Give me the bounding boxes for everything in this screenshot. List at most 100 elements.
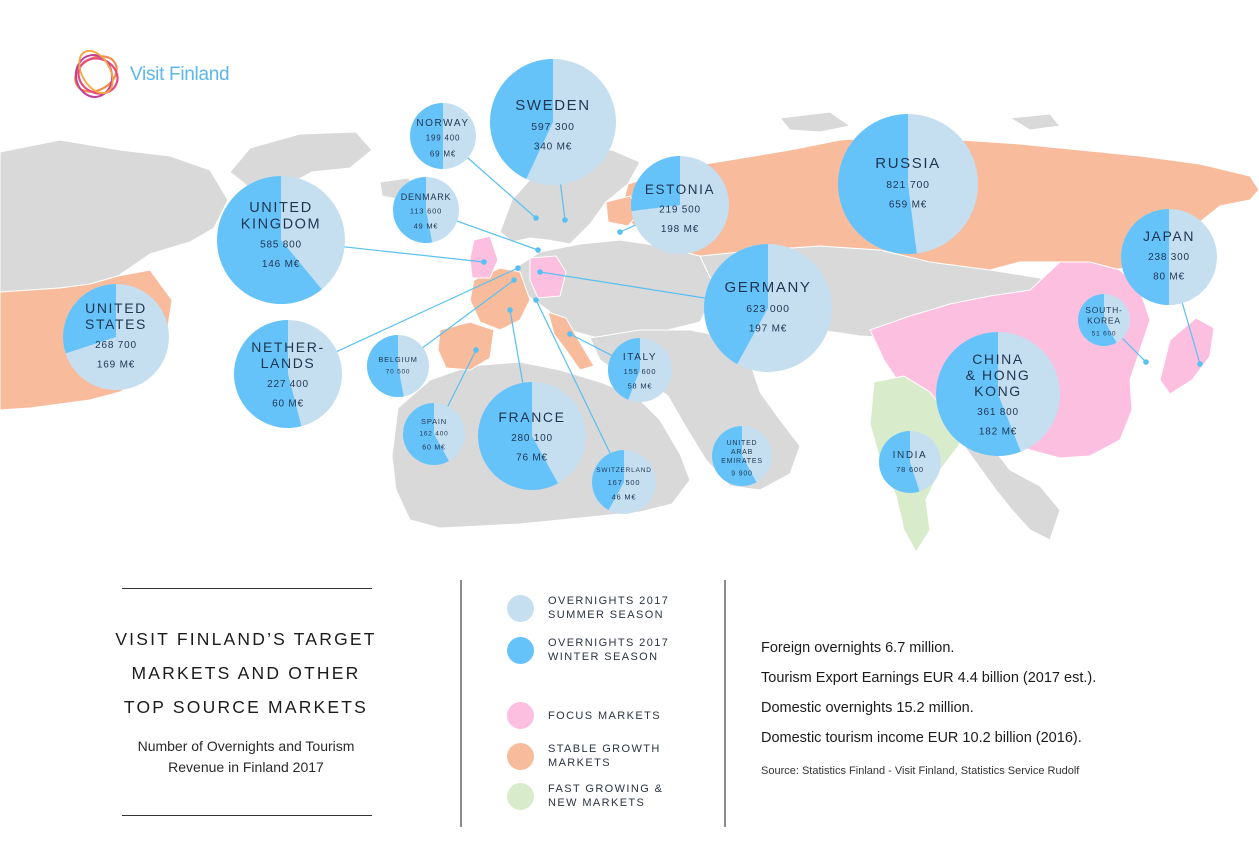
market-bubble-france: FRANCE 280 100 76 M€ [477, 382, 586, 491]
legend-label-line: OVERNIGHTS 2017 [548, 637, 670, 649]
divider-left [460, 580, 462, 827]
japan-region [1159, 317, 1215, 395]
greenland-shape [229, 131, 373, 189]
focus-swatch-icon [507, 702, 534, 729]
market-overnights: 51 600 [1092, 331, 1117, 338]
market-name: BELGIUM [378, 355, 417, 364]
leader-dot-southkorea [1143, 359, 1149, 365]
market-overnights: 162 400 [419, 431, 448, 438]
market-overnights: 78 600 [896, 465, 924, 474]
title-line: VISIT FINLAND’S TARGET [115, 629, 377, 649]
winter-share-belgium [367, 335, 404, 397]
winter-share-russia [838, 114, 917, 254]
market-overnights: 70 500 [386, 369, 411, 376]
italy-region [547, 311, 595, 371]
legend-winter: OVERNIGHTS 2017 WINTER SEASON [507, 636, 688, 664]
legend-label: FOCUS MARKETS [548, 709, 688, 723]
legend-label-line: STABLE GROWTH [548, 743, 661, 755]
market-bubble-spain: SPAIN 162 400 60 M€ [402, 403, 465, 466]
legend-label: OVERNIGHTS 2017 SUMMER SEASON [548, 594, 688, 622]
market-overnights: 238 300 [1148, 252, 1190, 263]
arctic-island-shape [1008, 113, 1061, 131]
market-revenue: 146 M€ [262, 259, 300, 270]
stat-line: Domestic tourism income EUR 10.2 billion… [761, 730, 1082, 746]
market-name: UNITED [85, 300, 147, 316]
winter-share-japan [1121, 209, 1169, 305]
market-name: SWITZERLAND [596, 467, 651, 474]
market-bubbles: RUSSIA 821 700 659 M€ SWEDEN 597 300 340 M€ UN… [62, 59, 1217, 514]
market-name: SOUTH- [1085, 305, 1122, 315]
market-name: KOREA [1087, 316, 1121, 326]
winter-share-italy [608, 338, 640, 400]
market-name: KONG [974, 383, 1022, 399]
market-bubble-russia: RUSSIA 821 700 659 M€ [838, 114, 978, 254]
brand-logo [66, 44, 266, 110]
market-overnights: 821 700 [886, 179, 930, 191]
market-bubble-uae: UNITED ARAB EMIRATES 9 900 [712, 426, 772, 486]
market-revenue: 198 M€ [661, 224, 699, 235]
market-revenue: 60 M€ [272, 398, 304, 409]
winter-share-norway [410, 103, 443, 169]
brand-name: Visit Finland [130, 64, 230, 85]
title-line: TOP SOURCE MARKETS [123, 697, 369, 717]
leader-dot-spain [473, 347, 479, 353]
divider-right [724, 580, 726, 827]
germany-region [529, 255, 567, 299]
market-overnights: 9 900 [731, 470, 753, 477]
winter-share-denmark [393, 177, 433, 244]
winter-share-sweden [490, 59, 553, 180]
winter-share-switzerland [592, 450, 624, 511]
title-rule-top [122, 588, 372, 589]
spain-region [437, 321, 495, 371]
market-overnights: 597 300 [531, 121, 575, 133]
leader-dots [473, 215, 1203, 367]
market-overnights: 227 400 [267, 379, 309, 390]
legend-label: STABLE GROWTH MARKETS [548, 742, 688, 770]
market-bubble-belgium: BELGIUM 70 500 [367, 335, 429, 397]
market-name: SPAIN [421, 417, 447, 426]
winter-share-india [879, 431, 920, 493]
leader-dot-france [507, 307, 513, 313]
leader-dot-estonia [617, 229, 623, 235]
market-name: ITALY [623, 352, 657, 363]
market-revenue: 340 M€ [534, 141, 572, 152]
leader-dot-belgium [511, 277, 517, 283]
market-revenue: 169 M€ [97, 359, 135, 370]
leader-dot-netherlands [515, 265, 521, 271]
market-revenue: 182 M€ [979, 426, 1017, 437]
market-revenue: 197 M€ [749, 323, 787, 334]
market-name: JAPAN [1143, 228, 1195, 244]
winter-share-estonia [631, 155, 680, 212]
leader-dot-sweden [562, 217, 568, 223]
market-bubble-sweden: SWEDEN 597 300 340 M€ [490, 59, 616, 185]
market-name: FRANCE [498, 409, 565, 425]
logo-mark-icon [74, 49, 119, 98]
market-overnights: 280 100 [511, 433, 553, 444]
legend-label-line: FOCUS MARKETS [548, 709, 661, 722]
market-overnights: 268 700 [95, 340, 137, 351]
market-bubble-netherlands: NETHER-LANDS 227 400 60 M€ [234, 320, 342, 429]
leader-dot-italy [567, 331, 573, 337]
subtitle-line: Revenue in Finland 2017 [168, 759, 324, 775]
leader-dot-uk [481, 259, 487, 265]
key-figures: Foreign overnights 6.7 million. Tourism … [761, 633, 1096, 753]
winter-share-spain [402, 403, 449, 466]
winter-swatch-icon [507, 636, 534, 664]
fast-swatch-icon [507, 782, 534, 810]
market-bubble-germany: GERMANY 623 000 197 M€ [703, 244, 832, 372]
infographic-title: VISIT FINLAND’S TARGET MARKETS AND OTHER… [100, 622, 392, 778]
market-revenue: 60 M€ [422, 444, 445, 451]
legend-fast: FAST GROWING & NEW MARKETS [507, 782, 688, 810]
market-bubble-norway: NORWAY 199 400 69 M€ [410, 103, 476, 169]
market-overnights: 199 400 [426, 134, 461, 143]
market-revenue: 58 M€ [628, 382, 653, 391]
title-line: MARKETS AND OTHER [131, 663, 361, 683]
subtitle-line: Number of Overnights and Tourism [137, 738, 355, 754]
winter-share-usa [62, 284, 116, 354]
market-name: NETHER- [251, 339, 324, 355]
legend-label: OVERNIGHTS 2017 WINTER SEASON [548, 636, 688, 664]
market-name: & HONG [966, 367, 1031, 383]
